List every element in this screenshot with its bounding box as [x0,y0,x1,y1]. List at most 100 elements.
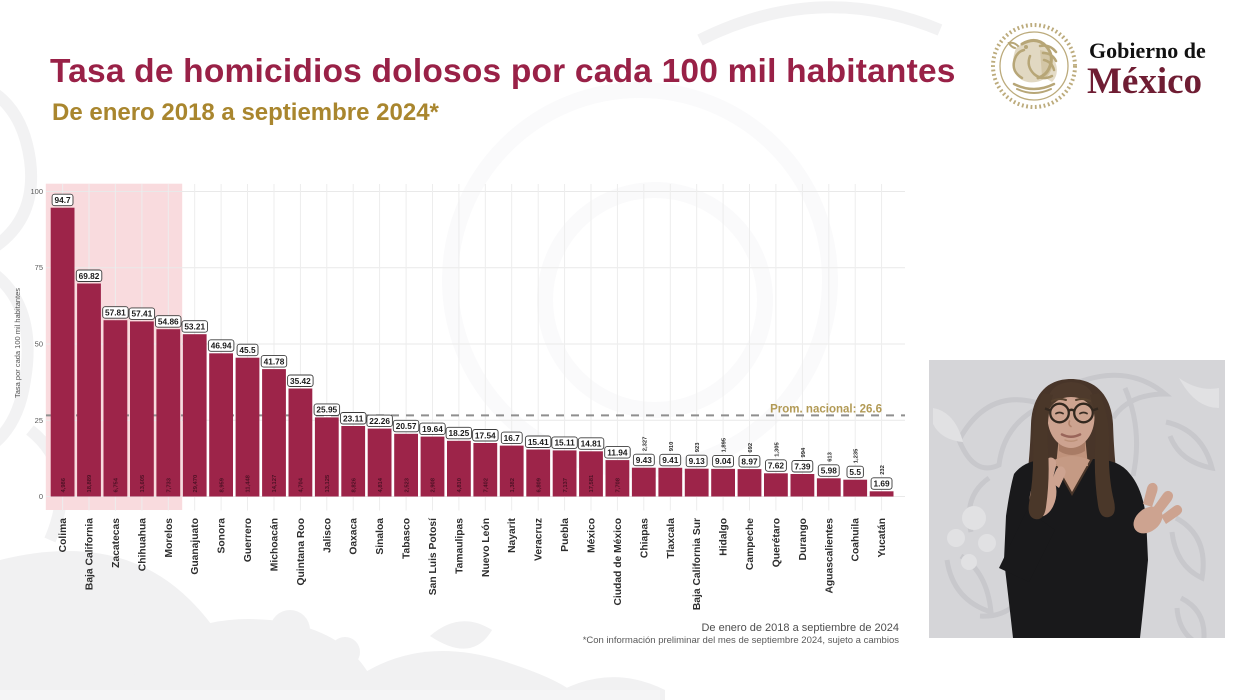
svg-text:4,814: 4,814 [378,477,384,492]
svg-text:*Con información preliminar de: *Con información preliminar del mes de s… [583,635,900,646]
svg-text:19.64: 19.64 [422,424,443,434]
svg-text:Colima: Colima [58,518,69,553]
svg-text:4,810: 4,810 [457,478,463,493]
svg-text:Chihuahua: Chihuahua [137,518,148,571]
svg-text:Nayarit: Nayarit [507,517,518,552]
svg-text:Tasa por cada 100 mil habitant: Tasa por cada 100 mil habitantes [13,288,22,398]
svg-text:18.25: 18.25 [449,428,470,438]
svg-text:20.57: 20.57 [396,421,417,431]
svg-text:8,826: 8,826 [351,477,357,492]
svg-text:45.5: 45.5 [239,345,256,355]
svg-text:Jalisco: Jalisco [322,518,333,553]
svg-text:17.54: 17.54 [475,430,496,440]
svg-text:6,809: 6,809 [536,477,542,492]
svg-text:Hidalgo: Hidalgo [719,518,730,556]
svg-text:25.95: 25.95 [316,405,337,415]
svg-text:9.43: 9.43 [636,455,653,465]
svg-text:14.81: 14.81 [581,439,602,449]
svg-text:Durango: Durango [798,518,809,560]
svg-text:Nuevo León: Nuevo León [481,518,492,577]
svg-text:41.78: 41.78 [264,356,285,366]
svg-text:53.21: 53.21 [184,322,205,332]
svg-text:18,889: 18,889 [87,474,93,493]
svg-text:11.94: 11.94 [607,447,628,457]
svg-text:Baja California Sur: Baja California Sur [692,518,703,610]
svg-text:Oaxaca: Oaxaca [349,518,360,555]
svg-text:613: 613 [827,451,833,461]
svg-text:4,986: 4,986 [61,477,67,492]
svg-text:232: 232 [880,465,886,475]
svg-text:16.7: 16.7 [504,433,521,443]
svg-text:Michoacán: Michoacán [270,518,281,571]
svg-text:1,235: 1,235 [854,448,860,463]
svg-text:De enero de 2018 a septiembre: De enero de 2018 a septiembre de 2024 [701,622,899,634]
svg-text:5.5: 5.5 [849,467,861,477]
svg-text:Coahuila: Coahuila [851,518,862,562]
svg-text:11,448: 11,448 [246,474,252,492]
svg-text:994: 994 [801,447,807,457]
svg-text:7.39: 7.39 [794,461,811,471]
svg-text:57.81: 57.81 [105,308,126,318]
svg-text:54.86: 54.86 [158,317,179,327]
svg-text:Querétaro: Querétaro [771,518,782,567]
svg-text:29,470: 29,470 [193,475,199,493]
svg-text:94.7: 94.7 [55,195,72,205]
svg-text:México: México [587,518,598,553]
svg-text:35.42: 35.42 [290,376,311,386]
svg-text:22.26: 22.26 [369,416,390,426]
svg-text:69.82: 69.82 [79,271,100,281]
svg-text:8,959: 8,959 [219,477,225,492]
svg-text:Prom. nacional: 26.6: Prom. nacional: 26.6 [770,403,882,415]
svg-text:7,137: 7,137 [563,478,569,493]
svg-text:692: 692 [748,443,754,453]
svg-text:Campeche: Campeche [745,518,756,570]
svg-text:100: 100 [30,187,43,196]
svg-text:9.41: 9.41 [662,455,679,465]
svg-text:13,125: 13,125 [325,474,331,493]
svg-text:13,605: 13,605 [140,474,146,493]
svg-text:Tabasco: Tabasco [402,518,413,559]
svg-text:Morelos: Morelos [164,518,175,558]
svg-text:15.11: 15.11 [554,438,575,448]
svg-text:Zacatecas: Zacatecas [111,518,122,568]
svg-text:910: 910 [669,442,675,452]
svg-text:Baja California: Baja California [85,518,96,590]
svg-text:25: 25 [35,416,43,425]
svg-text:Quintana Roo: Quintana Roo [296,518,307,586]
svg-text:Gobierno de: Gobierno de [1089,38,1206,63]
svg-text:7,733: 7,733 [167,477,173,492]
svg-text:5.98: 5.98 [821,466,838,476]
svg-text:17,581: 17,581 [589,474,595,493]
svg-text:Tlaxcala: Tlaxcala [666,518,677,559]
svg-text:923: 923 [695,442,701,452]
svg-text:75: 75 [35,263,43,272]
svg-text:15.41: 15.41 [528,437,549,447]
svg-text:0: 0 [39,492,43,501]
svg-text:Tamaulipas: Tamaulipas [454,518,465,574]
svg-text:México: México [1087,61,1202,102]
svg-text:9.13: 9.13 [689,456,706,466]
svg-text:14,127: 14,127 [272,475,278,493]
svg-text:46.94: 46.94 [211,341,232,351]
svg-text:San Luis Potosí: San Luis Potosí [428,517,439,595]
svg-text:2,523: 2,523 [404,477,410,492]
svg-text:Chiapas: Chiapas [639,518,650,558]
svg-text:1,305: 1,305 [774,442,780,457]
svg-text:8.97: 8.97 [741,456,758,466]
svg-text:Ciudad de México: Ciudad de México [613,518,624,606]
svg-text:Aguascalientes: Aguascalientes [824,518,835,594]
svg-text:1,895: 1,895 [722,437,728,452]
svg-text:Puebla: Puebla [560,518,571,552]
svg-text:23.11: 23.11 [343,413,364,423]
svg-text:7.62: 7.62 [768,461,785,471]
svg-text:9.04: 9.04 [715,456,732,466]
svg-text:57.41: 57.41 [132,309,153,319]
svg-text:Guanajuato: Guanajuato [190,518,201,575]
svg-text:50: 50 [35,340,43,349]
svg-text:Guerrero: Guerrero [243,518,254,562]
svg-text:2,908: 2,908 [431,477,437,492]
svg-text:Yucatán: Yucatán [877,518,888,558]
svg-text:1,382: 1,382 [510,478,516,493]
svg-text:Sinaloa: Sinaloa [375,518,386,555]
svg-text:1.69: 1.69 [874,479,891,489]
